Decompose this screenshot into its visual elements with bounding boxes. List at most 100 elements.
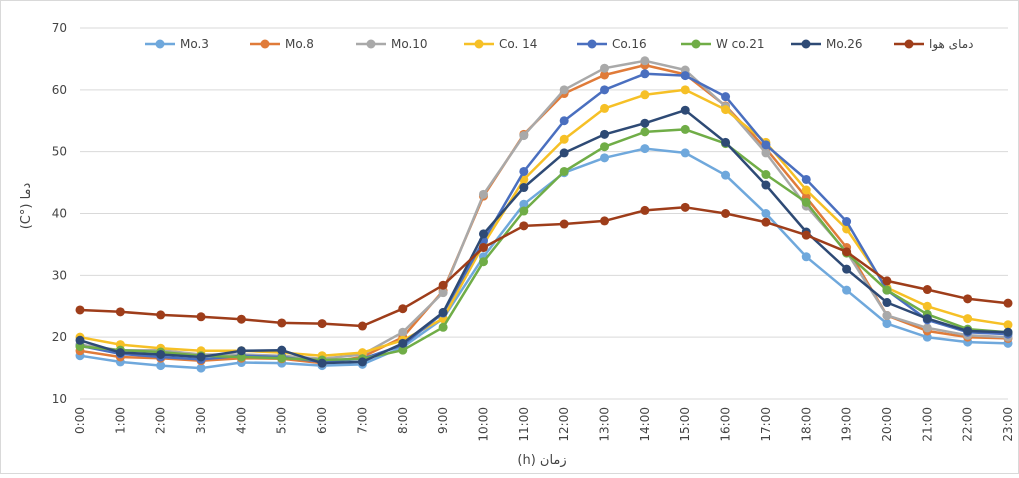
data-point [882,276,892,286]
x-tick-label: 7:00 [355,407,369,434]
data-point [600,63,610,73]
data-point [842,217,852,227]
data-point [559,166,569,176]
data-point [963,294,973,304]
x-axis-ticks: 0:00 1:00 2:00 3:00 4:00 5:00 6:00 7:00 8:00 9:00… [73,407,1015,442]
data-point [156,349,166,359]
y-tick-label: 40 [52,207,67,221]
x-tick-label: 21:00 [920,407,934,442]
data-point [842,264,852,274]
data-point [761,217,771,227]
legend-marker [904,39,914,49]
data-point [721,170,731,180]
data-point [882,319,892,329]
data-point [156,361,166,371]
data-point [680,202,690,212]
data-point [640,127,650,137]
y-axis-ticks: 10 20 30 40 50 60 70 [52,21,67,406]
data-point [236,346,246,356]
data-point [600,70,610,80]
x-tick-label: 5:00 [275,407,289,434]
data-point [559,134,569,144]
data-point [438,322,448,332]
data-point [438,307,448,317]
data-point [519,131,529,141]
legend-label: Mo.26 [826,37,863,51]
data-point [519,183,529,193]
legend-label: Mo.3 [180,37,209,51]
data-point [640,69,650,79]
data-point [196,352,206,362]
data-point [761,170,771,180]
data-point [801,174,811,184]
x-tick-label: 15:00 [678,407,692,442]
legend-label: Co. 14 [499,37,537,51]
data-point [600,103,610,113]
legend-marker [691,39,701,49]
x-tick-label: 12:00 [557,407,571,442]
data-point [236,352,246,362]
y-tick-label: 60 [52,83,67,97]
x-tick-label: 3:00 [194,407,208,434]
legend-item: دمای هوا [894,37,974,52]
data-point [680,105,690,115]
legend-item: Mo.26 [791,37,863,51]
data-point [115,307,125,317]
legend: Mo.3 Mo.8 Mo.10 Co. 14 Co.16 W co.21 Mo.26 دمای… [145,37,974,52]
y-tick-label: 10 [52,392,67,406]
data-point [519,221,529,231]
data-point [357,357,367,367]
data-point [842,285,852,295]
legend-label: Mo.10 [391,37,428,51]
series-line [79,108,1009,365]
data-point [196,312,206,322]
x-tick-label: 9:00 [436,407,450,434]
data-point [640,118,650,128]
data-point [519,206,529,216]
data-point [761,180,771,190]
data-point [478,243,488,253]
data-point [478,229,488,239]
data-point [398,327,408,337]
gridlines [80,27,1008,400]
data-point [398,304,408,314]
y-tick-label: 70 [52,21,67,35]
data-point [478,257,488,267]
data-point [1003,320,1013,330]
data-point [277,318,287,328]
y-axis-title: دما (°C) [19,183,34,230]
data-point [600,216,610,226]
data-point [75,305,85,315]
data-point [317,358,327,368]
data-point [922,285,932,295]
legend-label: Co.16 [612,37,647,51]
x-axis-title: زمان (h) [517,453,566,468]
series-line [79,206,1009,328]
data-point [963,314,973,324]
y-tick-label: 50 [52,145,67,159]
legend-marker [366,39,376,49]
data-point [559,116,569,126]
legend-item: Co. 14 [464,37,537,51]
data-point [922,301,932,311]
data-point [761,148,771,158]
legend-marker [155,39,165,49]
x-tick-label: 18:00 [799,407,813,442]
data-point [115,348,125,358]
legend-marker [801,39,811,49]
data-point [640,90,650,100]
data-point [922,323,932,333]
data-point [922,332,932,342]
x-tick-label: 16:00 [719,407,733,442]
x-tick-label: 10:00 [476,407,490,442]
data-point [801,252,811,262]
legend-item: Mo.8 [250,37,314,51]
data-point [156,310,166,320]
legend-item: Mo.3 [145,37,209,51]
data-point [559,85,569,95]
data-point [196,363,206,373]
x-tick-label: 14:00 [638,407,652,442]
data-point [882,285,892,295]
